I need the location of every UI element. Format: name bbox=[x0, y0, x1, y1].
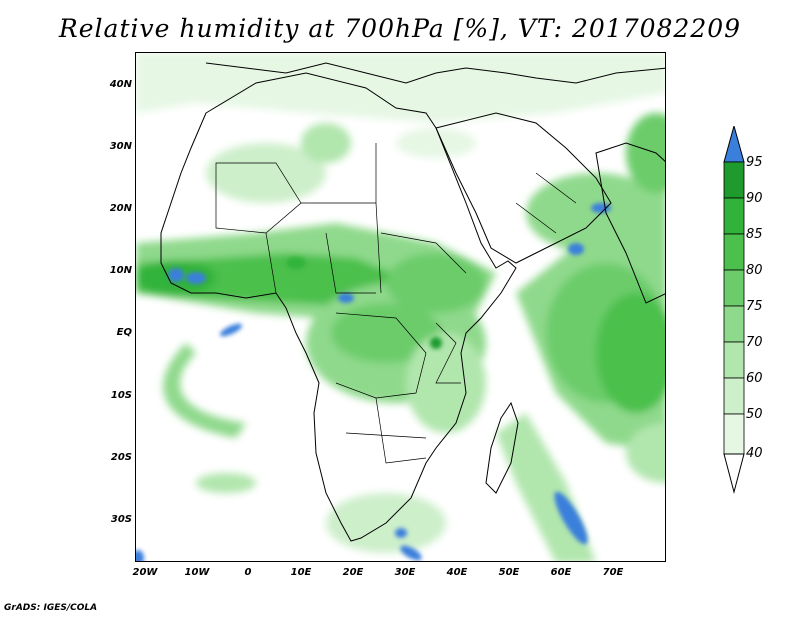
borders bbox=[215, 143, 577, 464]
lon-label-50e: 50E bbox=[498, 567, 520, 578]
colorbar-bin-70-75 bbox=[723, 305, 745, 343]
coastlines bbox=[160, 62, 665, 542]
lat-label-10s: 10S bbox=[110, 390, 132, 401]
humidity-field bbox=[136, 53, 665, 561]
colorbar-bin-60-70 bbox=[723, 341, 745, 379]
map-panel bbox=[135, 52, 666, 562]
humidity-high-cores bbox=[136, 203, 611, 561]
colorbar-over-arrow bbox=[723, 126, 745, 163]
colorbar-label-70: 70 bbox=[746, 335, 763, 350]
humidity-shading bbox=[136, 53, 665, 561]
lon-label-0: 0 bbox=[244, 567, 252, 578]
footer-credit: GrADS: IGES/COLA bbox=[4, 603, 98, 613]
lon-label-20w: 20W bbox=[132, 567, 158, 578]
colorbar-label-85: 85 bbox=[746, 227, 763, 242]
colorbar-label-60: 60 bbox=[746, 371, 763, 386]
colorbar-bin-75-80 bbox=[723, 269, 745, 307]
colorbar-label-90: 90 bbox=[746, 191, 763, 206]
colorbar-label-95: 95 bbox=[746, 155, 763, 170]
lon-label-10e: 10E bbox=[290, 567, 312, 578]
lon-label-10w: 10W bbox=[184, 567, 210, 578]
colorbar-label-80: 80 bbox=[746, 263, 763, 278]
lat-label-40n: 40N bbox=[109, 79, 132, 90]
colorbar-bin-40-50 bbox=[723, 413, 745, 455]
colorbar-bin-50-60 bbox=[723, 377, 745, 415]
colorbar-bin-90-95 bbox=[723, 161, 745, 199]
lon-label-20e: 20E bbox=[342, 567, 364, 578]
lon-label-30e: 30E bbox=[394, 567, 416, 578]
lon-label-40e: 40E bbox=[446, 567, 468, 578]
colorbar-bin-85-90 bbox=[723, 197, 745, 235]
lat-label-20s: 20S bbox=[110, 452, 132, 463]
colorbar-label-40: 40 bbox=[746, 446, 763, 461]
lon-label-60e: 60E bbox=[550, 567, 572, 578]
colorbar-label-50: 50 bbox=[746, 407, 763, 422]
map-title: Relative humidity at 700hPa [%], VT: 201… bbox=[58, 14, 742, 43]
lat-label-30s: 30S bbox=[110, 514, 132, 525]
colorbar-under-arrow bbox=[723, 453, 745, 494]
lon-label-70e: 70E bbox=[602, 567, 624, 578]
colorbar-bin-80-85 bbox=[723, 233, 745, 271]
colorbar-label-75: 75 bbox=[746, 299, 763, 314]
lat-label-20n: 20N bbox=[109, 203, 132, 214]
colorbar bbox=[723, 126, 745, 494]
lat-label-10n: 10N bbox=[109, 265, 132, 276]
lat-label-eq: EQ bbox=[116, 327, 132, 338]
lat-label-30n: 30N bbox=[109, 141, 132, 152]
